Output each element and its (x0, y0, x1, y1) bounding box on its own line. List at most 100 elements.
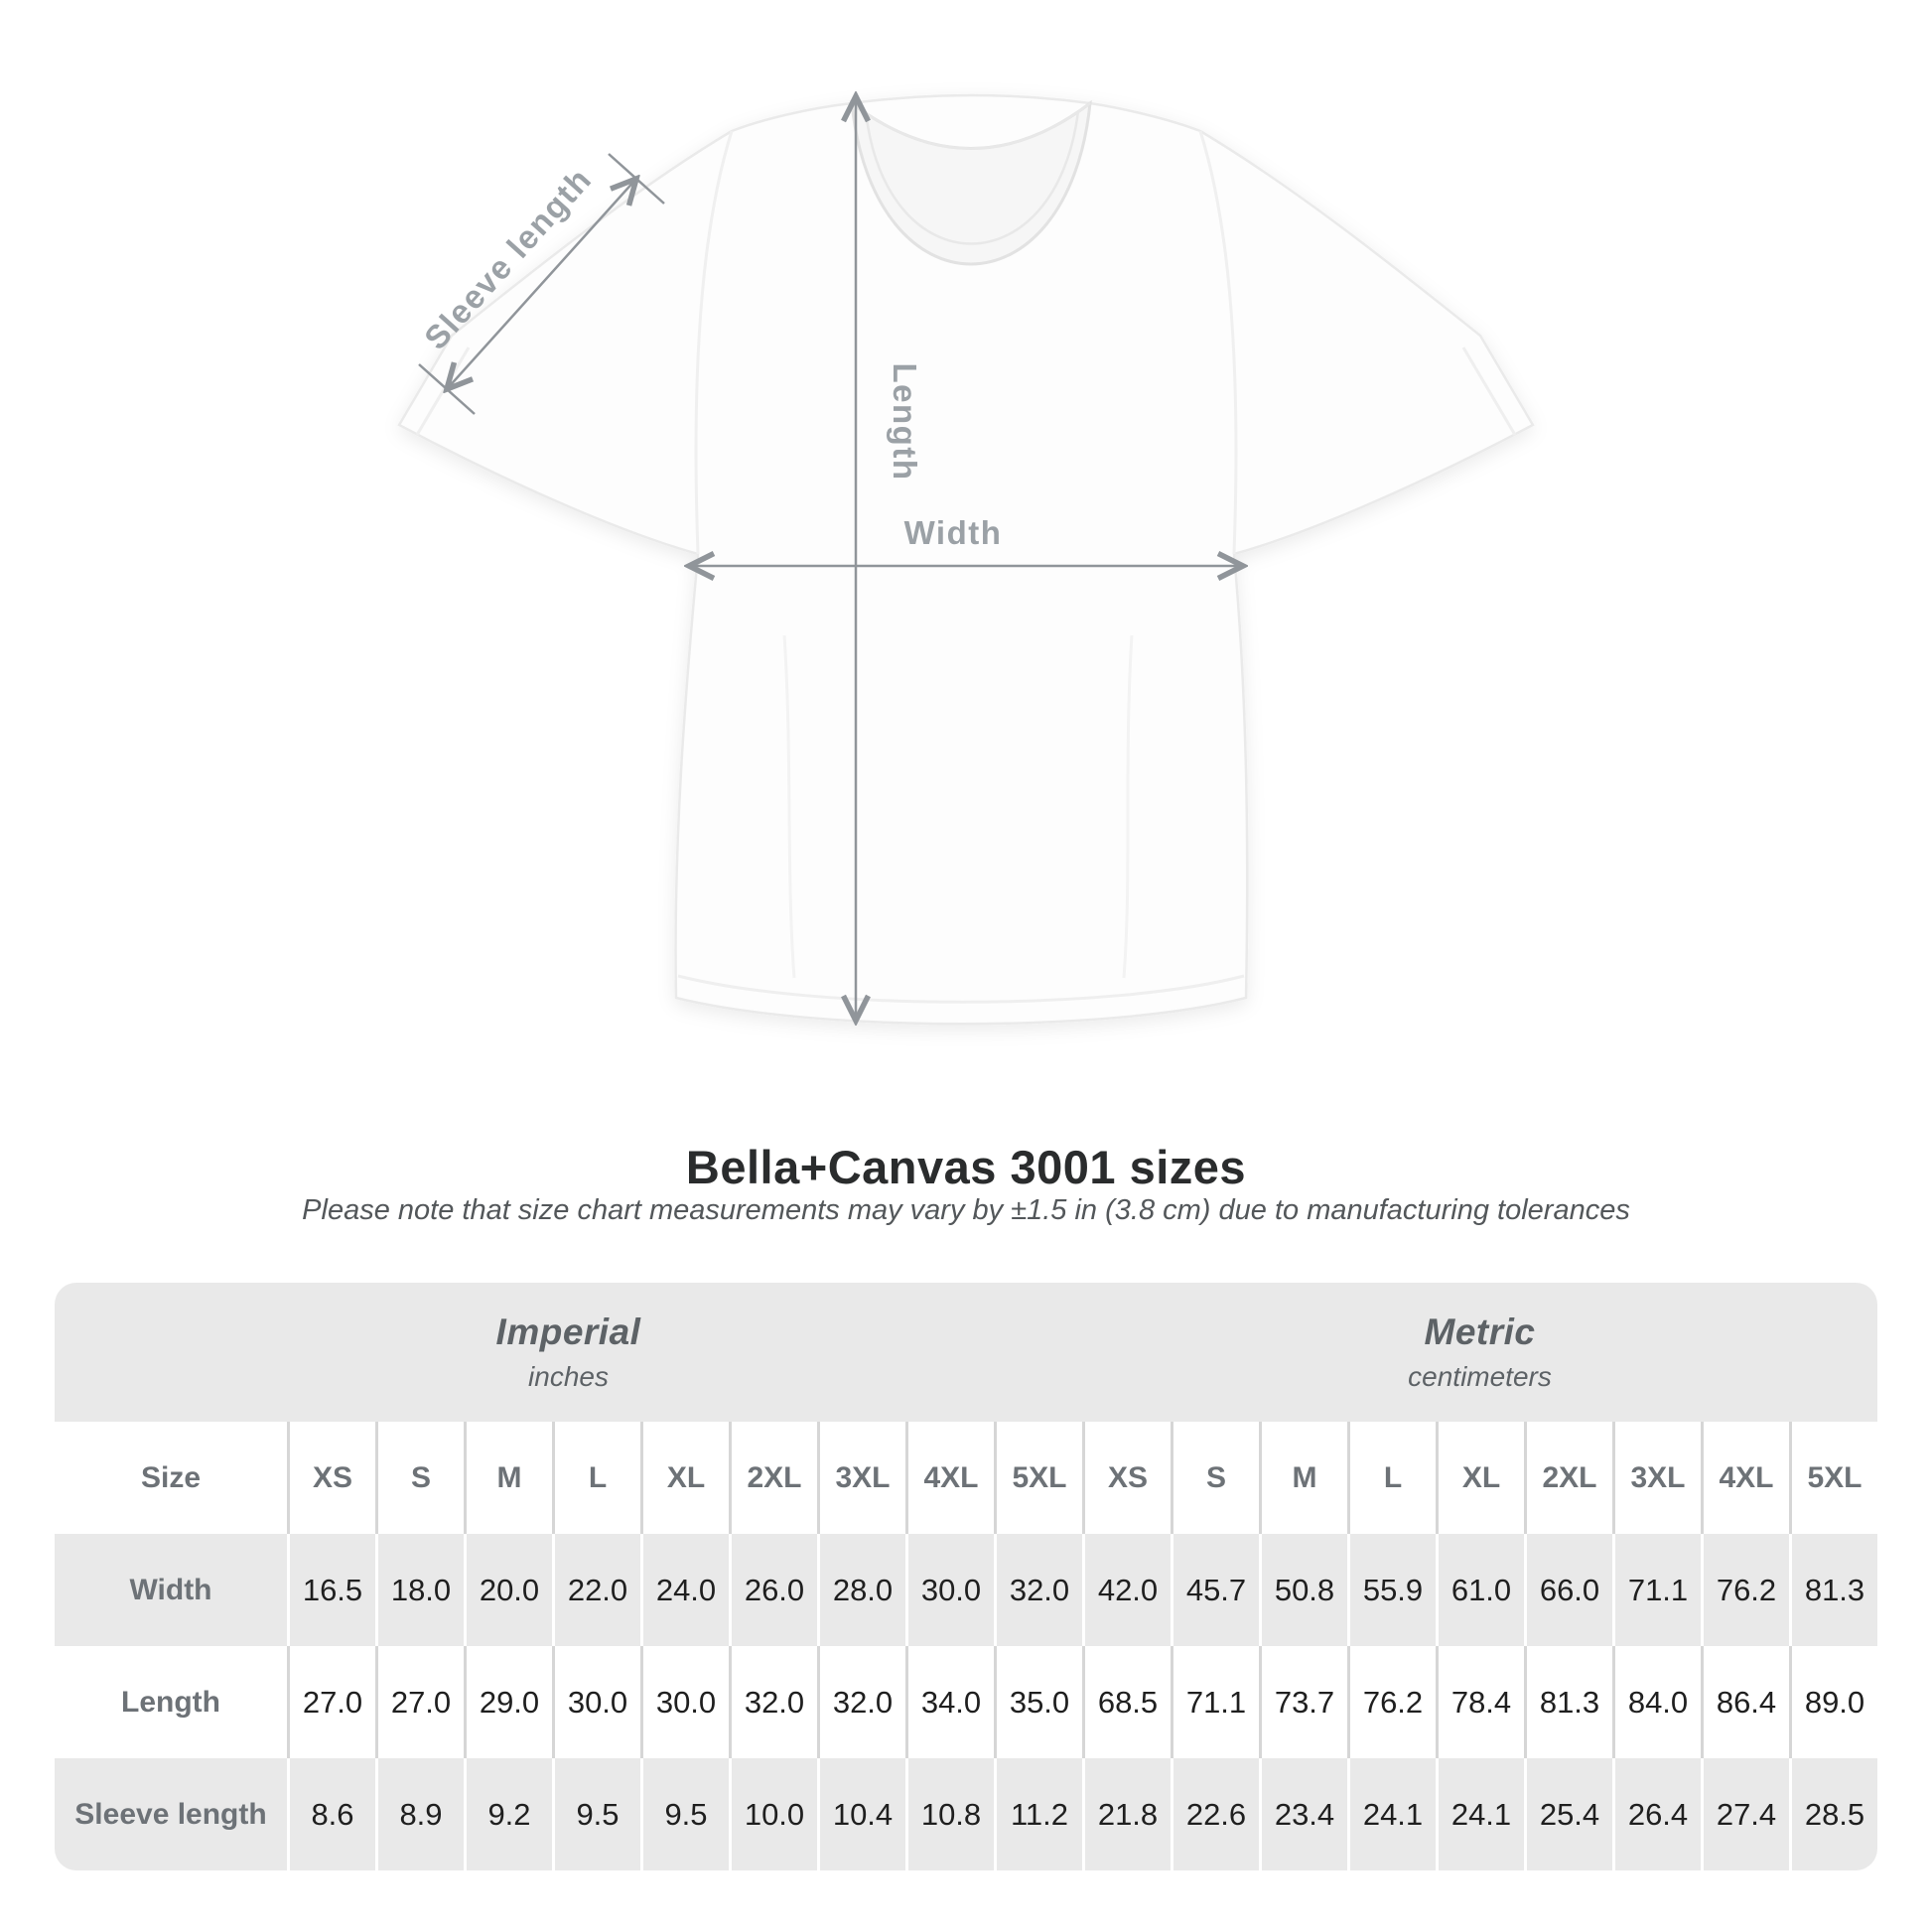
hem-seam (677, 974, 1245, 1004)
value-cell-metric: 55.9 (1347, 1534, 1436, 1646)
tshirt-graphic (397, 93, 1535, 1026)
value-cell-imperial: 32.0 (994, 1534, 1082, 1646)
row-label: Length (121, 1685, 220, 1719)
value-cell-metric: 76.2 (1701, 1534, 1789, 1646)
page-title: Bella+Canvas 3001 sizes (685, 1141, 1247, 1193)
unit-group-title: Metric (1424, 1311, 1536, 1352)
value-cell-imperial: 16.5 (287, 1534, 375, 1646)
value-cell-imperial: 10.4 (817, 1758, 905, 1870)
length-label: Length (887, 363, 923, 482)
size-corner-header: Size (140, 1460, 202, 1494)
size-column-header-metric: L (1347, 1422, 1436, 1534)
value-cell-imperial: 26.0 (729, 1534, 817, 1646)
fold-line (782, 634, 796, 979)
unit-group-title: Imperial (495, 1311, 641, 1352)
unit-group-subtitle: centimeters (1408, 1361, 1552, 1392)
value-cell-metric: 27.4 (1701, 1758, 1789, 1870)
value-cell-metric: 84.0 (1612, 1646, 1701, 1758)
value-cell-metric: 42.0 (1082, 1534, 1171, 1646)
dimension-tick (418, 363, 476, 415)
page-subtitle: Please note that size chart measurements… (302, 1194, 1630, 1226)
value-cell-metric: 45.7 (1171, 1534, 1259, 1646)
unit-group-metric: Metric centimeters (1082, 1283, 1877, 1422)
size-column-header-metric: 2XL (1524, 1422, 1612, 1534)
size-column-header-imperial: XL (640, 1422, 729, 1534)
size-column-header-metric: XL (1436, 1422, 1524, 1534)
value-cell-metric: 61.0 (1436, 1534, 1524, 1646)
value-cell-metric: 89.0 (1789, 1646, 1877, 1758)
value-cell-metric: 81.3 (1524, 1646, 1612, 1758)
value-cell-metric: 71.1 (1612, 1534, 1701, 1646)
value-cell-imperial: 10.0 (729, 1758, 817, 1870)
size-column-header-imperial: 3XL (817, 1422, 905, 1534)
size-column-header-imperial: 4XL (905, 1422, 994, 1534)
value-cell-imperial: 9.5 (552, 1758, 640, 1870)
value-cell-imperial: 22.0 (552, 1534, 640, 1646)
value-cell-imperial: 10.8 (905, 1758, 994, 1870)
value-cell-metric: 28.5 (1789, 1758, 1877, 1870)
value-cell-metric: 73.7 (1259, 1646, 1347, 1758)
size-header-row: Size XS S M L XL 2XL 3XL 4XL 5XL XS S M L XL 2XL 3XL 4XL… (55, 1422, 1877, 1534)
value-cell-imperial: 9.5 (640, 1758, 729, 1870)
unit-group-subtitle: inches (528, 1361, 609, 1392)
value-cell-imperial: 34.0 (905, 1646, 994, 1758)
size-column-header-metric: 5XL (1789, 1422, 1877, 1534)
collar-ribbing-seam (864, 110, 1080, 245)
value-cell-metric: 25.4 (1524, 1758, 1612, 1870)
value-cell-imperial: 24.0 (640, 1534, 729, 1646)
value-cell-metric: 23.4 (1259, 1758, 1347, 1870)
value-cell-metric: 22.6 (1171, 1758, 1259, 1870)
value-cell-imperial: 30.0 (552, 1646, 640, 1758)
value-cell-imperial: 11.2 (994, 1758, 1082, 1870)
value-cell-metric: 26.4 (1612, 1758, 1701, 1870)
collar-back-seam (851, 102, 1091, 150)
fold-line (1122, 634, 1134, 979)
dimension-tick (608, 153, 665, 205)
value-cell-imperial: 18.0 (375, 1534, 464, 1646)
value-cell-metric: 81.3 (1789, 1534, 1877, 1646)
row-label: Width (129, 1573, 212, 1606)
size-column-header-imperial: S (375, 1422, 464, 1534)
table-row-width: Width 16.5 18.0 20.0 22.0 24.0 26.0 28.0 30.0 32.… (55, 1534, 1877, 1646)
value-cell-metric: 24.1 (1347, 1758, 1436, 1870)
value-cell-imperial: 8.9 (375, 1758, 464, 1870)
value-cell-imperial: 32.0 (729, 1646, 817, 1758)
size-column-header-metric: 4XL (1701, 1422, 1789, 1534)
value-cell-imperial: 8.6 (287, 1758, 375, 1870)
value-cell-metric: 86.4 (1701, 1646, 1789, 1758)
table-row-length: Length 27.0 27.0 29.0 30.0 30.0 32.0 32.0 34.0 35… (55, 1646, 1877, 1758)
row-label: Sleeve length (74, 1797, 267, 1831)
value-cell-imperial: 32.0 (817, 1646, 905, 1758)
value-cell-metric: 71.1 (1171, 1646, 1259, 1758)
left-armhole-seam (694, 130, 734, 555)
sleeve-length-arrow (418, 153, 665, 415)
value-cell-imperial: 35.0 (994, 1646, 1082, 1758)
size-table: Imperial inches Metric centimeters Size … (55, 1283, 1877, 1870)
tshirt-diagram-svg: Sleeve length Length Width (397, 0, 1535, 1142)
table-row-sleeve-length: Sleeve length 8.6 8.9 9.2 9.5 9.5 10.0 10.4 10.8… (55, 1758, 1877, 1870)
size-column-header-metric: 3XL (1612, 1422, 1701, 1534)
size-column-header-imperial: 5XL (994, 1422, 1082, 1534)
value-cell-metric: 78.4 (1436, 1646, 1524, 1758)
width-label: Width (904, 514, 1003, 551)
unit-header-band: Imperial inches Metric centimeters (55, 1283, 1877, 1422)
size-column-header-imperial: M (464, 1422, 552, 1534)
value-cell-metric: 21.8 (1082, 1758, 1171, 1870)
value-cell-imperial: 28.0 (817, 1534, 905, 1646)
value-cell-metric: 66.0 (1524, 1534, 1612, 1646)
value-cell-imperial: 27.0 (287, 1646, 375, 1758)
value-cell-metric: 76.2 (1347, 1646, 1436, 1758)
size-column-header-metric: S (1171, 1422, 1259, 1534)
value-cell-metric: 24.1 (1436, 1758, 1524, 1870)
value-cell-imperial: 9.2 (464, 1758, 552, 1870)
value-cell-imperial: 29.0 (464, 1646, 552, 1758)
value-cell-metric: 68.5 (1082, 1646, 1171, 1758)
value-cell-imperial: 20.0 (464, 1534, 552, 1646)
tshirt-measurement-diagram: Sleeve length Length Width (397, 0, 1535, 1142)
value-cell-metric: 50.8 (1259, 1534, 1347, 1646)
value-cell-imperial: 30.0 (640, 1646, 729, 1758)
size-column-header-metric: XS (1082, 1422, 1171, 1534)
size-column-header-metric: M (1259, 1422, 1347, 1534)
size-column-header-imperial: L (552, 1422, 640, 1534)
size-column-header-imperial: XS (287, 1422, 375, 1534)
